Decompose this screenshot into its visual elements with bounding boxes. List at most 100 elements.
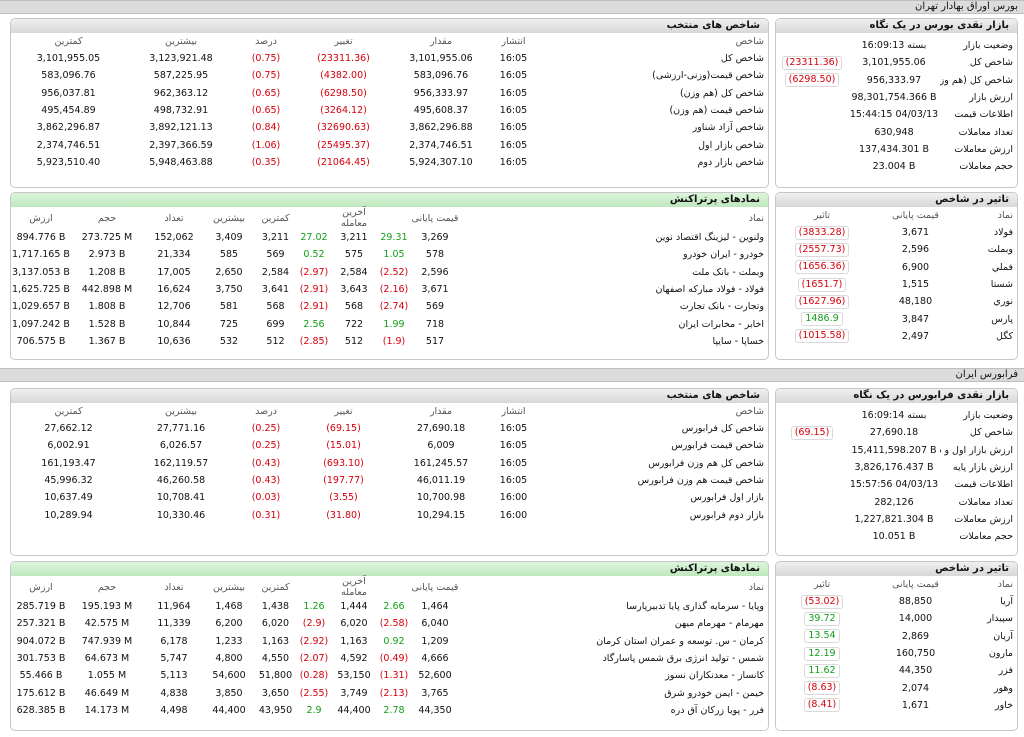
impact-close: 1,515 [901,279,930,291]
list-item: 98,301,754.366 B ارزش بازار [776,89,1017,106]
indices-cell: 956,333.97 [413,87,469,99]
indices-cell: 27,771.16 [156,423,206,435]
symbols-cell: 195.193 M [81,601,133,613]
market-change [776,442,848,459]
symbols-cell: 1.055 M [87,670,127,682]
indices-cell: (32690.63) [317,122,370,134]
impact-value: (53.02) [800,594,844,609]
indices-cell: شاخص کل فرابورس [681,423,764,435]
ifb-symbols-header: تعداد [164,581,184,593]
indices-cell: (0.65) [251,105,281,117]
impact-close: 44,350 [898,665,933,677]
ifb-indices-header: کمترین [54,406,83,417]
table-row: 628.385 B 14.173 M 4,498 44,400 43,950 2.9 44,… [11,702,768,719]
tse-symbols-header: نماد [748,212,764,224]
indices-cell: 16:05 [499,475,528,487]
symbols-cell: 285.719 B [16,601,66,613]
tse-indices-header: بیشترین [165,36,197,47]
indices-cell: (0.75) [251,53,281,65]
market-change [776,528,848,545]
symbols-cell: 4,666 [421,653,449,665]
symbols-cell: 1,444 [340,601,368,613]
impact-value: (1015.58) [794,329,850,344]
table-row: 285.719 B 195.193 M 11,964 1,468 1,438 1.26 1,… [11,598,768,615]
table-row: (1656.36) 6,900 فملي [776,259,1017,276]
symbols-cell: (2.91) [299,301,329,313]
tse-symbols-header [378,207,410,229]
symbols-cell: 257.321 B [16,618,66,630]
indices-cell: (4382.00) [320,70,367,82]
symbols-cell: 2,584 [340,266,368,278]
symbols-cell: (2.16) [379,284,409,296]
table-row: 1,029.657 B 1.808 B 12,706 581 568 (2.91) 568 (… [11,298,768,315]
symbols-cell: 3,749 [340,687,368,699]
impact-symbol: وهور [993,682,1013,694]
tse-symbols-header: تعداد [164,212,184,224]
ifb-indices-header: مقدار [429,406,453,417]
indices-cell: 16:05 [499,105,528,117]
tse-indices-header: مقدار [429,36,453,47]
indices-cell: 10,700.98 [416,492,466,504]
table-row: (1015.58) 2,497 کگل [776,328,1017,345]
indices-cell: شاخص کل هم وزن فرابورس [648,457,764,469]
symbols-cell: 3,650 [261,687,290,699]
ifb-symbols-header: نماد [748,581,764,593]
indices-cell: 6,002.91 [47,440,90,452]
indices-cell: 3,101,955.05 [36,53,101,65]
symbols-cell: 894.776 B [16,232,66,244]
symbols-cell: 54,600 [212,670,246,682]
impact-value: (1651.7) [797,277,847,292]
symbols-cell: خودرو - ایران خودرو [682,249,764,261]
indices-cell: 16:05 [499,440,528,452]
ifb-indices-header: بیشترین [165,406,197,417]
symbols-cell: اخابر - مخابرات ایران [678,318,764,330]
impact-close: 3,671 [901,227,930,239]
market-label: وضعیت بازار [963,410,1013,422]
symbols-cell: 3,211 [340,232,368,244]
impact-symbol: نوري [993,296,1013,308]
ifb-market-panel: بازار نقدی فرابورس در یک نگاه 16:09:14 ب… [775,388,1018,556]
symbols-cell: 4,498 [160,704,188,716]
symbols-cell: 2.78 [383,704,405,716]
symbols-cell: 747.939 M [81,635,133,647]
indices-cell: 10,294.15 [416,509,466,521]
symbols-cell: 1,029.657 B [12,301,70,313]
ifb-symbols-header: حجم [97,581,117,593]
tse-indices-header: انتشار [501,36,526,47]
list-item: 15:44:15 04/03/13 اطلاعات قیمت [776,106,1017,123]
market-label: ارزش معاملات [954,513,1013,525]
indices-cell: 16:05 [499,423,528,435]
impact-cell: 39.72 [776,610,868,627]
symbols-cell: (2.07) [299,653,329,665]
symbols-cell: 1,097.242 B [12,318,70,330]
tse-impact-title: تاثیر در شاخص [776,193,1017,207]
market-value: 282,126 [874,496,914,508]
symbols-cell: 578 [425,249,445,261]
symbols-cell: 53,150 [337,670,371,682]
symbols-cell: 273.725 M [81,232,133,244]
indices-cell: 498,732.91 [153,105,209,117]
tse-impact-header: نماد [997,210,1013,221]
impact-close: 3,847 [901,313,930,325]
symbols-cell: 722 [344,318,364,330]
market-change [776,493,848,510]
symbols-cell: 43,950 [258,704,293,716]
table-row: 1486.9 3,847 پارس [776,310,1017,327]
table-row: 257.321 B 42.575 M 11,339 6,200 6,020 (2.9) 6,… [11,615,768,632]
market-change [776,141,848,158]
symbols-cell: 175.612 B [16,687,66,699]
list-item: 15:57:56 04/03/13 اطلاعات قیمت [776,476,1017,493]
indices-cell: 27,690.18 [416,423,466,435]
market-value: 3,101,955.06 [862,57,926,69]
symbols-cell: 2.973 B [88,249,126,261]
table-row: (2557.73) 2,596 وبملت [776,241,1017,258]
ifb-indices-header: شاخص [735,406,764,417]
symbols-cell: 1,209 [421,635,449,647]
symbols-cell: 2,596 [421,266,449,278]
symbols-cell: 10,844 [157,318,191,330]
symbols-cell: 628.385 B [16,704,66,716]
symbols-cell: 2.56 [303,318,325,330]
ifb-symbols-header: آخرین معامله [341,576,367,598]
tse-indices-header: کمترین [54,36,83,47]
symbols-cell: 6,200 [215,618,243,630]
